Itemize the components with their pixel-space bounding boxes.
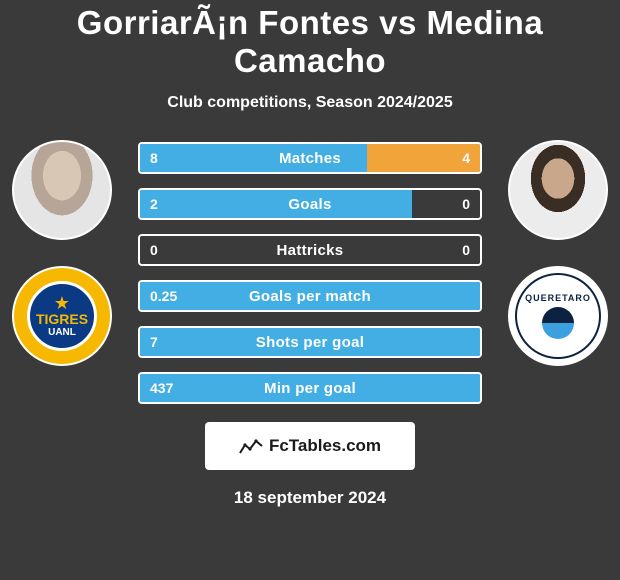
stat-label: Goals per match — [140, 282, 480, 310]
stat-left-value: 7 — [150, 328, 158, 356]
stat-left-value: 437 — [150, 374, 173, 402]
stat-bar: Matches8 4 — [138, 142, 482, 174]
stat-bar: Goals2 0 — [138, 188, 482, 220]
stat-label: Min per goal — [140, 374, 480, 402]
stat-right-value: 4 — [462, 144, 470, 172]
stat-label: Goals — [140, 190, 480, 218]
stats-bars: Matches84Goals20Hattricks00Goals per mat… — [118, 142, 502, 404]
comparison-row: ★ TIGRES UANL Matches84Goals20Hattricks0… — [0, 140, 620, 404]
stat-bar: Min per goal437 — [138, 372, 482, 404]
stat-label: Matches — [140, 144, 480, 172]
stat-bar: Shots per goal7 — [138, 326, 482, 358]
right-player-avatar — [508, 140, 608, 240]
stat-left-value: 8 — [150, 144, 158, 172]
page-title: GorriarÃ¡n Fontes vs Medina Camacho — [0, 4, 620, 80]
stat-left-value: 0 — [150, 236, 158, 264]
stat-label: Shots per goal — [140, 328, 480, 356]
stat-left-value: 2 — [150, 190, 158, 218]
brand-card: FcTables.com — [205, 422, 415, 470]
brand-text: FcTables.com — [269, 436, 381, 456]
right-club-badge: QUERETARO — [508, 266, 608, 366]
stat-label: Hattricks — [140, 236, 480, 264]
page-subtitle: Club competitions, Season 2024/2025 — [167, 94, 452, 112]
stat-left-value: 0.25 — [150, 282, 177, 310]
stat-right-value: 0 — [462, 190, 470, 218]
right-player-col: QUERETARO — [502, 140, 614, 366]
stat-right-value: 0 — [462, 236, 470, 264]
date-text: 18 september 2024 — [234, 488, 386, 508]
fctables-icon — [239, 437, 263, 455]
stat-bar: Hattricks0 0 — [138, 234, 482, 266]
stat-bar: Goals per match0.25 — [138, 280, 482, 312]
left-club-badge: ★ TIGRES UANL — [12, 266, 112, 366]
left-player-avatar — [12, 140, 112, 240]
left-player-col: ★ TIGRES UANL — [6, 140, 118, 366]
